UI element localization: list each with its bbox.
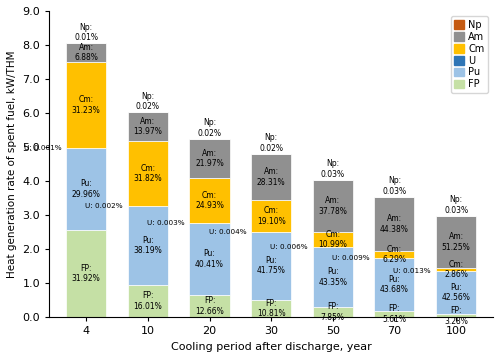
- Bar: [128, 141, 168, 206]
- Text: Cm:
10.99%: Cm: 10.99%: [318, 230, 347, 250]
- Bar: [190, 295, 230, 317]
- Text: U: 0.001%: U: 0.001%: [24, 145, 62, 151]
- Bar: [313, 307, 353, 317]
- Bar: [190, 178, 230, 223]
- Text: Am:
44.38%: Am: 44.38%: [380, 214, 409, 234]
- Bar: [190, 139, 230, 178]
- Text: Np:
0.03%: Np: 0.03%: [382, 177, 406, 196]
- Bar: [374, 197, 414, 251]
- Bar: [374, 311, 414, 317]
- Bar: [436, 216, 476, 268]
- Text: U: 0.006%: U: 0.006%: [270, 244, 308, 250]
- Text: FP:
5.61%: FP: 5.61%: [382, 304, 406, 324]
- Bar: [128, 112, 168, 141]
- Text: U: 0.004%: U: 0.004%: [208, 229, 246, 234]
- Text: Am:
51.25%: Am: 51.25%: [442, 232, 470, 252]
- Text: FP:
31.92%: FP: 31.92%: [72, 264, 101, 283]
- Text: Np:
0.02%: Np: 0.02%: [198, 118, 222, 137]
- Text: Pu:
40.41%: Pu: 40.41%: [195, 249, 224, 269]
- Text: Cm:
19.10%: Cm: 19.10%: [257, 206, 286, 225]
- Bar: [190, 223, 230, 295]
- Text: Pu:
41.75%: Pu: 41.75%: [256, 256, 286, 275]
- Text: Pu:
43.35%: Pu: 43.35%: [318, 267, 348, 286]
- Text: FP:
7.85%: FP: 7.85%: [321, 302, 345, 322]
- Text: Cm:
31.23%: Cm: 31.23%: [72, 95, 101, 115]
- Text: Cm:
6.29%: Cm: 6.29%: [382, 245, 406, 264]
- Text: Np:
0.01%: Np: 0.01%: [74, 23, 98, 42]
- Text: Pu:
42.56%: Pu: 42.56%: [442, 283, 470, 302]
- Text: Np:
0.02%: Np: 0.02%: [259, 133, 283, 153]
- Bar: [313, 247, 353, 307]
- Bar: [128, 206, 168, 285]
- Bar: [251, 154, 291, 200]
- Bar: [313, 232, 353, 247]
- Text: Np:
0.03%: Np: 0.03%: [320, 159, 345, 179]
- Text: FP:
16.01%: FP: 16.01%: [134, 292, 162, 311]
- Text: Am:
37.78%: Am: 37.78%: [318, 196, 347, 216]
- Bar: [66, 62, 106, 148]
- Text: Cm:
31.82%: Cm: 31.82%: [134, 164, 162, 183]
- Text: Am:
28.31%: Am: 28.31%: [257, 168, 286, 187]
- Text: Pu:
29.96%: Pu: 29.96%: [72, 179, 101, 199]
- Bar: [66, 148, 106, 230]
- Text: Np:
0.03%: Np: 0.03%: [444, 195, 468, 215]
- Legend: Np, Am, Cm, U, Pu, FP: Np, Am, Cm, U, Pu, FP: [450, 16, 488, 93]
- X-axis label: Cooling period after discharge, year: Cooling period after discharge, year: [171, 342, 372, 352]
- Bar: [66, 43, 106, 62]
- Text: FP:
10.81%: FP: 10.81%: [257, 299, 286, 318]
- Text: U: 0.002%: U: 0.002%: [86, 203, 123, 209]
- Text: Np:
0.02%: Np: 0.02%: [136, 92, 160, 111]
- Text: Am:
6.88%: Am: 6.88%: [74, 43, 98, 62]
- Text: FP:
12.66%: FP: 12.66%: [195, 297, 224, 316]
- Bar: [313, 180, 353, 232]
- Bar: [251, 300, 291, 317]
- Text: U: 0.003%: U: 0.003%: [147, 220, 184, 226]
- Bar: [436, 268, 476, 271]
- Y-axis label: Heat generation rate of spent fuel, kW/THM: Heat generation rate of spent fuel, kW/T…: [7, 51, 17, 278]
- Text: FP:
3.28%: FP: 3.28%: [444, 306, 468, 326]
- Text: Am:
13.97%: Am: 13.97%: [134, 117, 162, 136]
- Text: Am:
21.97%: Am: 21.97%: [195, 149, 224, 168]
- Bar: [436, 314, 476, 317]
- Text: Pu:
43.68%: Pu: 43.68%: [380, 275, 409, 294]
- Bar: [251, 200, 291, 232]
- Text: U: 0.013%: U: 0.013%: [394, 268, 431, 274]
- Bar: [374, 258, 414, 311]
- Text: Pu:
38.19%: Pu: 38.19%: [134, 236, 162, 255]
- Bar: [66, 230, 106, 317]
- Text: U: 0.009%: U: 0.009%: [332, 255, 370, 261]
- Bar: [251, 232, 291, 300]
- Text: Cm:
2.86%: Cm: 2.86%: [444, 260, 468, 279]
- Bar: [374, 251, 414, 258]
- Text: Cm:
24.93%: Cm: 24.93%: [195, 191, 224, 210]
- Bar: [436, 271, 476, 314]
- Bar: [128, 285, 168, 317]
